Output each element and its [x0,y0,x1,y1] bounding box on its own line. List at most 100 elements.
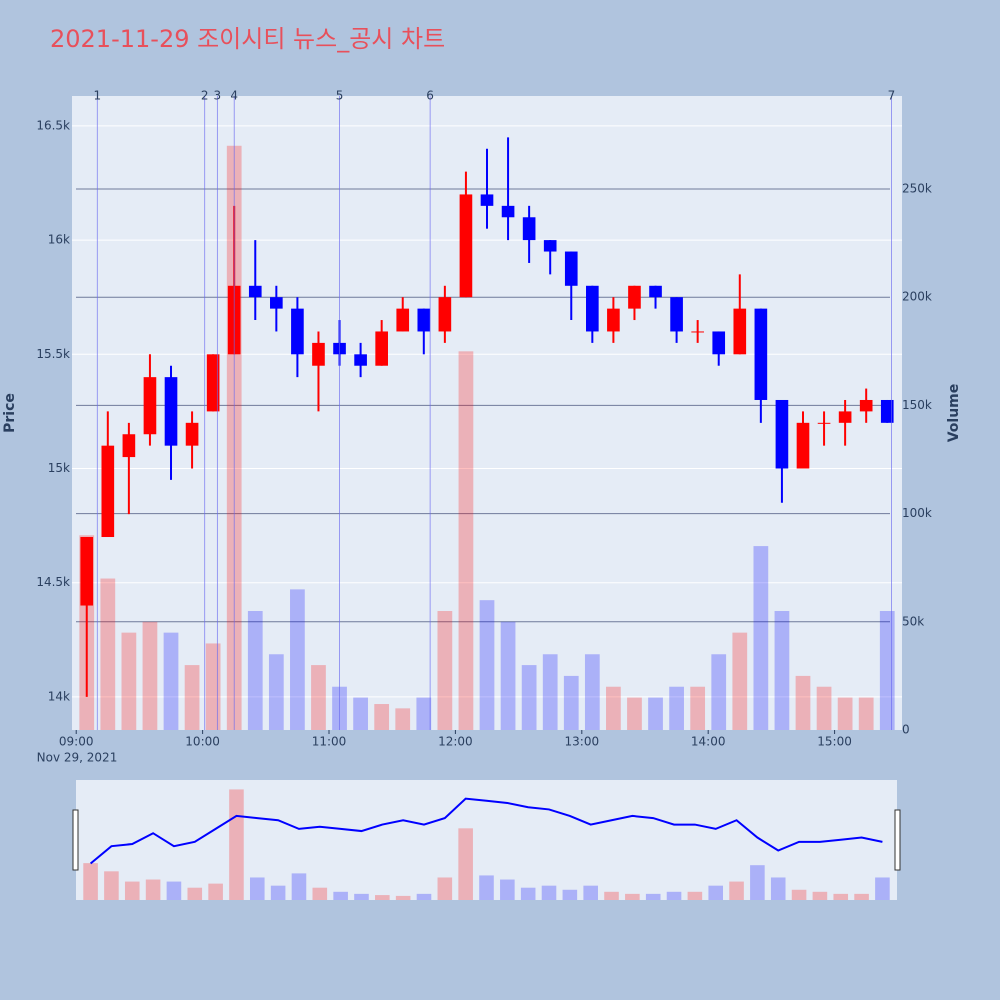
slider-volume-bar [124,881,140,900]
volume-bar [500,621,516,730]
y-tick-label: 14k [48,689,70,703]
event-label: 2 [201,89,209,103]
volume-bar [353,697,368,730]
slider-volume-bar [416,893,432,900]
candle-body [670,297,683,332]
volume-bar [542,654,558,730]
candle-body [270,297,283,309]
volume-bar [142,621,158,730]
slider-volume-bar [249,877,265,900]
y2-tick-label: 50k [902,614,924,628]
candle-body [312,342,325,366]
candle-body [586,285,599,332]
slider-volume-bar [145,879,161,900]
candle-body [522,217,536,241]
slider-volume-bar [687,891,703,900]
slider-volume-bar [187,887,203,900]
slider-volume-bar [645,893,661,900]
candle-body [607,308,620,332]
candle-body [80,537,94,606]
slider-volume-bar [354,893,369,900]
volume-bar [437,610,453,730]
candle-body [417,308,431,332]
volume-bar [205,643,221,730]
volume-bar [753,546,769,730]
slider-volume-bar [375,895,390,900]
y2-axis-title: Volume [946,384,962,443]
candle-body [859,399,873,412]
candle-body [628,285,641,309]
y-tick-label: 16.5k [36,118,70,132]
volume-bar [584,654,600,730]
slider-volume-bar [729,881,744,900]
volume-bar [416,697,432,730]
slider-volume-bar [500,879,515,900]
candle-body [248,285,262,298]
y2-tick-label: 250k [902,182,932,196]
slider-handle[interactable] [894,809,901,871]
slider-volume-bar [666,891,682,900]
slider-volume-bar [479,875,494,900]
slider-volume-bar [750,865,765,900]
volume-bar [121,632,137,730]
slider-volume-bar [208,883,223,900]
slider-price-line [89,797,883,865]
volume-bar [290,589,305,730]
y2-tick-label: 100k [902,506,932,520]
volume-bar [648,697,663,730]
candle-body [817,422,831,424]
candle-body [649,285,662,298]
candle-body [691,331,704,333]
volume-bar [795,675,811,730]
candle-body [164,377,178,446]
x-tick-label: 10:00 [185,735,220,749]
y2-tick-label: 0 [902,723,910,737]
volume-bar [563,675,579,730]
slider-volume-bar [583,885,598,900]
slider-volume-bar [437,877,453,900]
y-tick-label: 15.5k [36,347,70,361]
slider-handle[interactable] [72,809,79,871]
candle-body [838,411,852,423]
slider-volume-bar [562,889,578,900]
y-axis-title: Price [2,393,18,433]
volume-bar [816,686,832,730]
candle-body [880,399,894,423]
event-label: 7 [888,89,896,103]
candle-body [564,251,578,286]
candle-body [712,331,726,355]
y2-tick-label: 200k [902,290,932,304]
volume-bar [774,610,790,730]
y-tick-label: 16k [48,233,70,247]
x-tick-label: 15:00 [817,735,852,749]
event-label: 3 [214,89,222,103]
y2-tick-label: 150k [902,398,932,412]
slider-volume-bar [291,873,307,900]
y-tick-label: 14.5k [36,575,70,589]
candle-body [501,205,515,218]
volume-bar [311,665,326,730]
event-label: 4 [230,89,238,103]
slider-volume-bar [104,871,119,900]
x-tick-label: 09:00 [59,735,94,749]
candle-body [291,308,304,355]
slider-volume-bar [854,893,869,900]
slider-volume-bar [541,885,557,900]
candle-body [796,422,810,469]
candle-body [354,354,367,366]
candle-body [438,297,452,332]
slider-volume-bar [791,889,807,900]
volume-bar [732,632,748,730]
candle-body [375,331,388,366]
candle-body [143,377,157,435]
candle-body [101,445,115,538]
slider-volume-bar [166,881,182,900]
event-label: 6 [426,89,434,103]
candle-body [396,308,410,332]
slider-volume-bar [708,885,724,900]
volume-bar [521,665,537,730]
volume-bar [163,632,179,730]
candle-body [775,399,789,469]
